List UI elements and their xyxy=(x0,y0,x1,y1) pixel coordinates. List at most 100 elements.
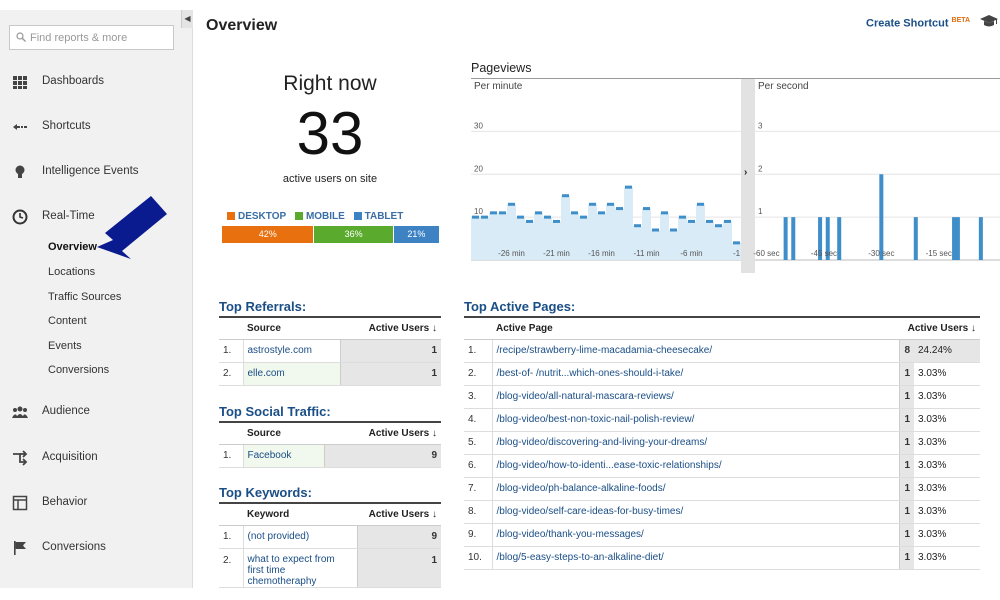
sidebar-item-label: Intelligence Events xyxy=(42,165,139,177)
bar xyxy=(517,215,524,219)
mobile-segment: 36% xyxy=(314,226,394,243)
active-users-value: 1 xyxy=(339,362,441,386)
sidebar-subitem-events[interactable]: Events xyxy=(48,340,82,352)
sidebar-subitem-content[interactable]: Content xyxy=(48,315,87,327)
x-tick-label: -15 sec xyxy=(926,249,952,258)
index-header xyxy=(219,502,243,526)
bar xyxy=(688,219,695,223)
keyword-header[interactable]: Keyword xyxy=(243,502,357,526)
y-tick-label: 20 xyxy=(474,164,483,173)
beta-badge: BETA xyxy=(951,17,971,24)
bar xyxy=(825,217,830,260)
sidebar-subitem-traffic-sources[interactable]: Traffic Sources xyxy=(48,291,122,303)
bar xyxy=(952,217,957,260)
top-active-pages-table: Active Page Active Users ↓ 1./recipe/str… xyxy=(464,316,980,570)
source-header[interactable]: Source xyxy=(243,421,325,445)
bar xyxy=(978,217,983,260)
source-link[interactable]: Facebook xyxy=(243,444,325,468)
page-link[interactable]: /blog-video/best-non-toxic-nail-polish-r… xyxy=(492,408,900,432)
mobile-swatch xyxy=(294,212,303,220)
x-tick-label: -45 sec xyxy=(811,249,837,258)
table-row: 6./blog-video/how-to-identi...ease-toxic… xyxy=(464,454,980,478)
bar xyxy=(472,215,479,219)
chart-splitter[interactable]: › xyxy=(741,79,755,273)
active-users-header[interactable]: Active Users ↓ xyxy=(340,316,441,340)
table-row: 5./blog-video/discovering-and-living-you… xyxy=(464,431,980,455)
keyword-link[interactable]: what to expect from first time chemother… xyxy=(243,548,357,588)
keyword-link[interactable]: (not provided) xyxy=(243,525,357,549)
percent-value: 3.03% xyxy=(914,546,980,570)
tablet-swatch xyxy=(353,212,362,220)
sort-down-icon: ↓ xyxy=(971,322,976,334)
page-link[interactable]: /blog-video/discovering-and-living-your-… xyxy=(492,431,900,455)
y-tick-label: 3 xyxy=(758,121,763,130)
active-users-header[interactable]: Active Users ↓ xyxy=(357,502,441,526)
table-row: 1. Facebook 9 xyxy=(219,444,441,468)
bar xyxy=(535,211,542,215)
bar xyxy=(879,174,884,260)
bar xyxy=(783,217,788,260)
page-link[interactable]: /blog-video/ph-balance-alkaline-foods/ xyxy=(492,477,900,501)
graduation-cap-icon[interactable] xyxy=(980,14,998,28)
active-users-header[interactable]: Active Users ↓ xyxy=(899,316,980,340)
bar xyxy=(553,219,560,223)
sidebar-item-intelligence-events[interactable]: Intelligence Events xyxy=(0,160,180,184)
page-link[interactable]: /blog/5-easy-steps-to-an-alkaline-diet/ xyxy=(492,546,900,570)
search-input[interactable] xyxy=(30,30,170,46)
area-fill xyxy=(471,187,741,260)
source-link[interactable]: astrostyle.com xyxy=(243,339,341,363)
row-index: 5. xyxy=(464,431,493,455)
table-row: 8./blog-video/self-care-ideas-for-busy-t… xyxy=(464,500,980,524)
collapse-sidebar-button[interactable]: ◀ xyxy=(181,10,193,28)
desktop-swatch xyxy=(227,212,235,220)
sidebar-subitem-conversions[interactable]: Conversions xyxy=(48,364,110,376)
percent-value: 3.03% xyxy=(914,431,980,455)
legend-tablet: TABLET xyxy=(353,211,403,222)
bar xyxy=(706,219,713,223)
sidebar-item-audience[interactable]: Audience xyxy=(0,400,180,424)
create-shortcut-link[interactable]: Create Shortcut BETA xyxy=(866,17,970,30)
top-social-table: Source Active Users ↓ 1. Facebook 9 xyxy=(219,421,441,468)
row-index: 6. xyxy=(464,454,493,478)
sidebar-item-dashboards[interactable]: Dashboards xyxy=(0,70,180,94)
source-header[interactable]: Source xyxy=(243,316,341,340)
active-users-value: 1 xyxy=(899,500,914,524)
tablet-segment: 21% xyxy=(393,226,440,243)
page-link[interactable]: /blog-video/self-care-ideas-for-busy-tim… xyxy=(492,500,900,524)
search-box[interactable] xyxy=(9,25,174,50)
bar xyxy=(697,202,704,206)
people-icon xyxy=(12,406,28,418)
sidebar-item-acquisition[interactable]: Acquisition xyxy=(0,446,180,470)
active-users-value: 1 xyxy=(339,339,441,363)
behavior-layout-icon xyxy=(12,495,28,511)
sidebar-subitem-overview[interactable]: Overview xyxy=(48,241,97,253)
per-second-label: Per second xyxy=(758,81,809,92)
page-link[interactable]: /blog-video/how-to-identi...ease-toxic-r… xyxy=(492,454,900,478)
sidebar-item-real-time[interactable]: Real-Time xyxy=(0,205,180,229)
pageviews-panel xyxy=(471,78,1000,273)
active-users-header[interactable]: Active Users ↓ xyxy=(324,421,441,445)
bar xyxy=(544,215,551,219)
sidebar-subitem-locations[interactable]: Locations xyxy=(48,266,96,278)
table-row: 1./recipe/strawberry-lime-macadamia-chee… xyxy=(464,339,980,363)
sidebar-item-conversions[interactable]: Conversions xyxy=(0,536,180,560)
x-tick-label: -60 sec xyxy=(753,249,779,258)
page-link[interactable]: /blog-video/thank-you-messages/ xyxy=(492,523,900,547)
sidebar-item-behavior[interactable]: Behavior xyxy=(0,491,180,515)
page-link[interactable]: /blog-video/all-natural-mascara-reviews/ xyxy=(492,385,900,409)
row-index: 9. xyxy=(464,523,493,547)
row-index: 8. xyxy=(464,500,493,524)
device-share-bar: 42% 36% 21% xyxy=(222,226,440,243)
page-link[interactable]: /recipe/strawberry-lime-macadamia-cheese… xyxy=(492,339,900,363)
active-page-header[interactable]: Active Page xyxy=(492,316,900,340)
bar xyxy=(818,217,823,260)
bar xyxy=(490,211,497,215)
percent-value: 3.03% xyxy=(914,477,980,501)
search-icon xyxy=(16,32,26,42)
clock-icon xyxy=(12,209,28,225)
percent-value: 3.03% xyxy=(914,454,980,478)
page-link[interactable]: /best-of- /nutrit...which-ones-should-i-… xyxy=(492,362,900,386)
sidebar-item-shortcuts[interactable]: Shortcuts xyxy=(0,115,180,139)
device-legend: DESKTOP MOBILE TABLET xyxy=(227,211,409,222)
source-link[interactable]: elle.com xyxy=(243,362,341,386)
